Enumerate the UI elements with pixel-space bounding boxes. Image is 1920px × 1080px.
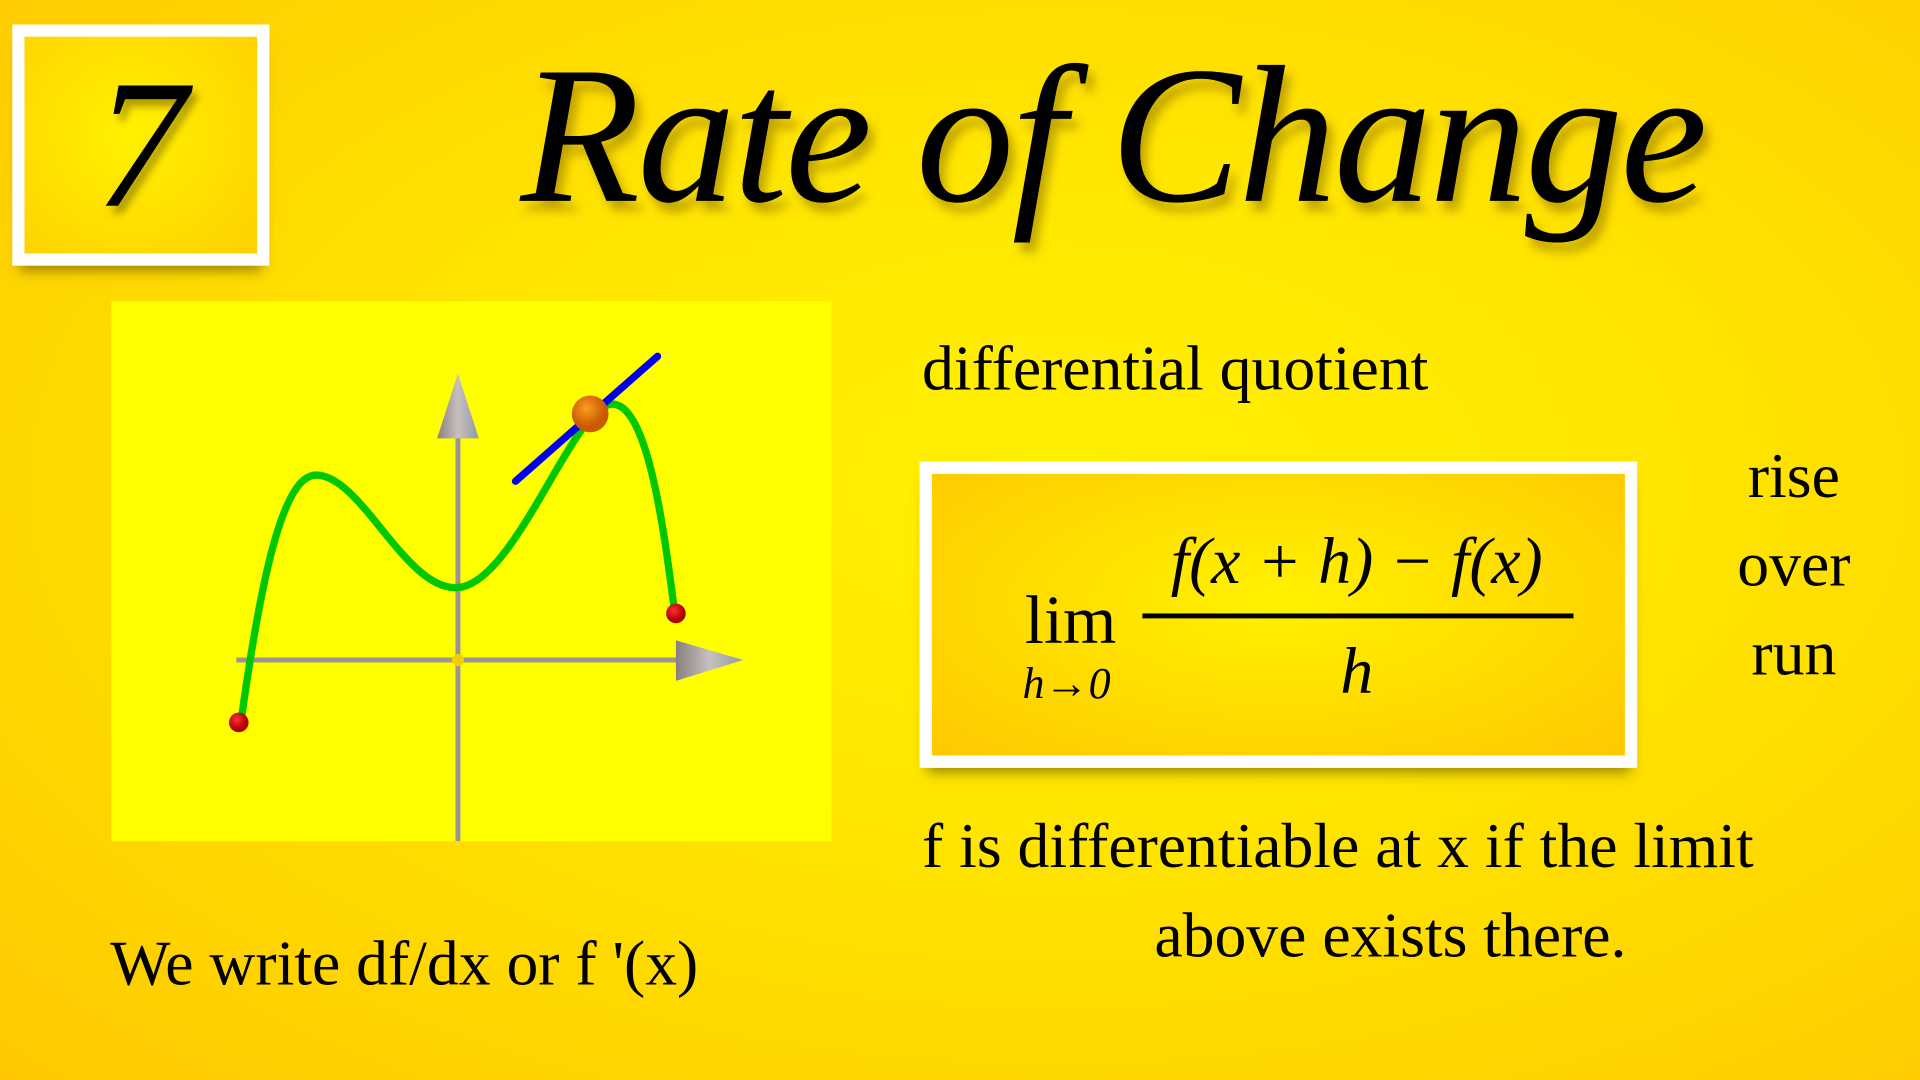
- slide-number: 7: [94, 42, 187, 247]
- y-axis-arrow: [437, 373, 479, 439]
- subtitle: differential quotient: [922, 334, 1429, 405]
- graph-svg: [228, 352, 744, 842]
- formula-box: lim h→0 f(x + h) − f(x) h: [919, 461, 1638, 768]
- statement-line-2: above exists there.: [1154, 901, 1627, 972]
- left-endpoint: [228, 712, 249, 733]
- limit-subscript: h→0: [1022, 658, 1111, 708]
- tangent-point: [571, 395, 609, 433]
- denominator: h: [1340, 634, 1374, 708]
- numerator: f(x + h) − f(x): [1170, 524, 1543, 598]
- side-word-over: over: [1737, 530, 1851, 601]
- side-word-rise: rise: [1747, 442, 1840, 512]
- right-endpoint: [666, 603, 686, 624]
- notation-text: We write df/dx or f '(x): [110, 929, 699, 1000]
- statement-line-1: f is differentiable at x if the limit: [922, 811, 1754, 882]
- function-graph: [111, 301, 832, 842]
- limit-operator: lim: [1024, 582, 1117, 659]
- x-axis-arrow: [675, 640, 744, 681]
- origin-point: [451, 653, 465, 667]
- function-curve: [237, 400, 679, 724]
- side-word-run: run: [1751, 619, 1837, 690]
- slide-number-badge: 7: [12, 24, 270, 266]
- fraction-bar: [1142, 613, 1574, 619]
- slide-title: Rate of Change: [520, 25, 1707, 244]
